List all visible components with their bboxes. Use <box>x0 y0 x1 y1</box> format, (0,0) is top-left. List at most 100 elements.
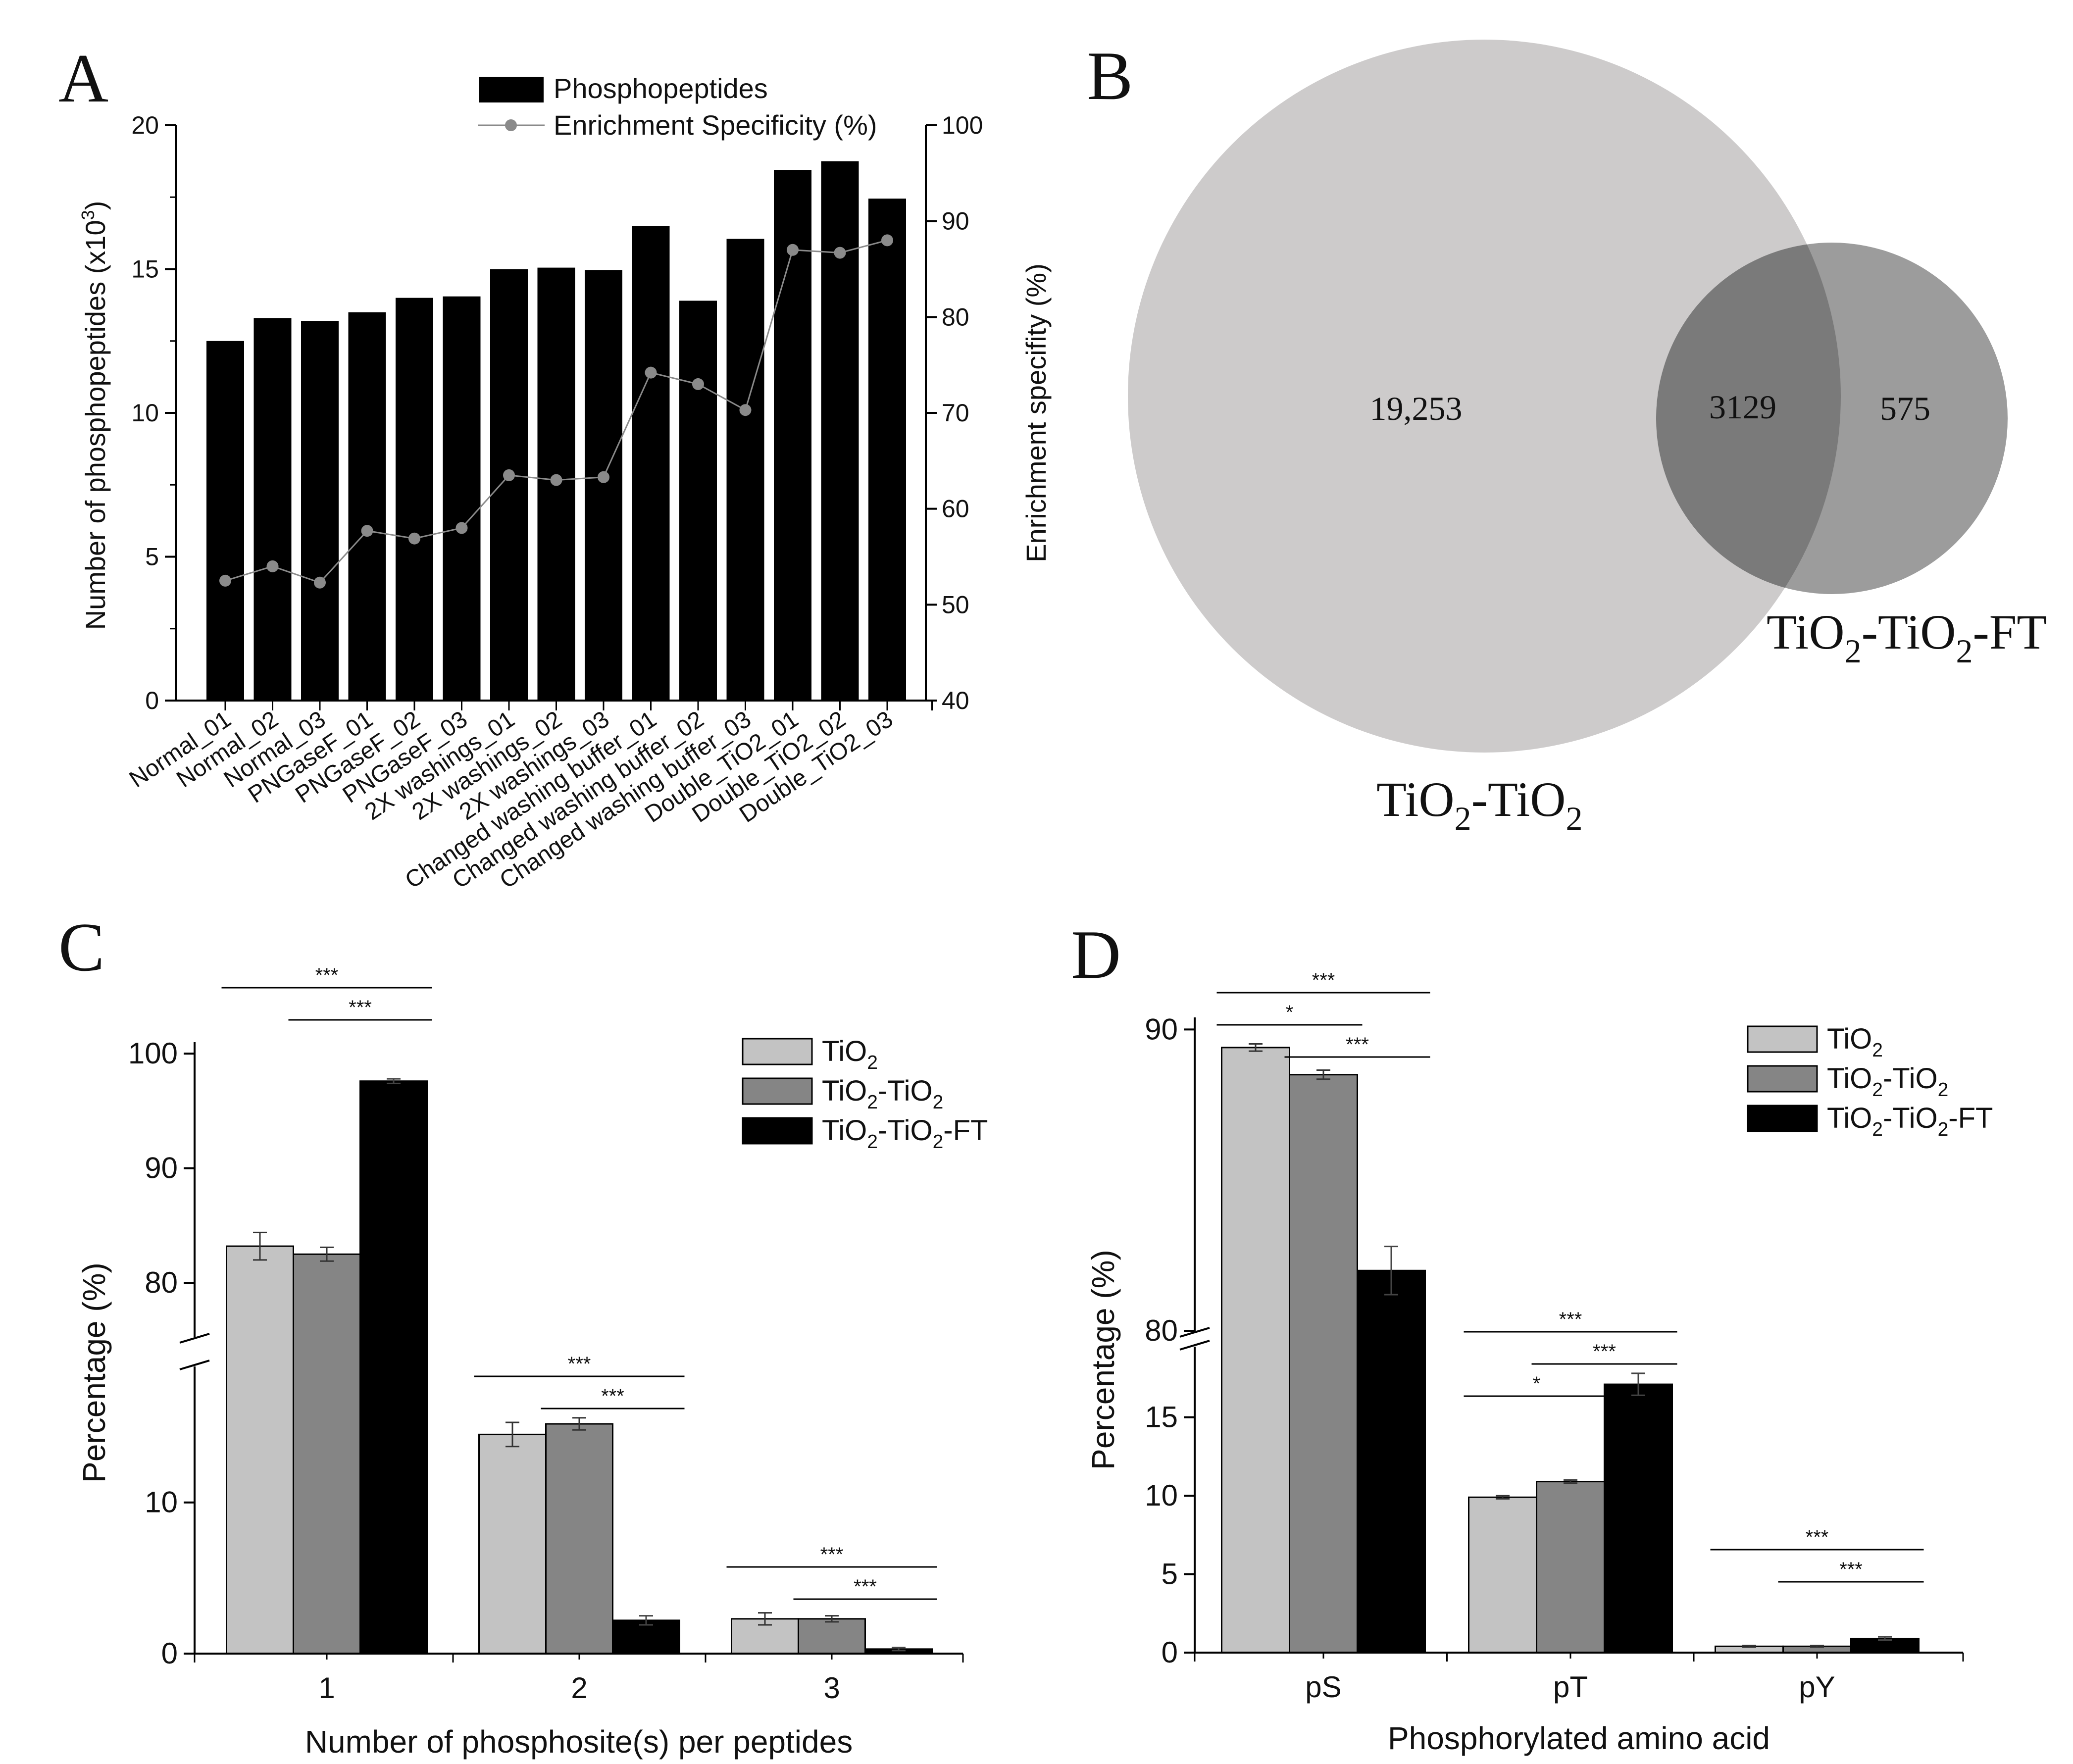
legend-swatch-phosphopeptides <box>479 77 544 102</box>
y-tick-label: 0 <box>1162 1636 1178 1669</box>
specificity-point <box>787 244 799 256</box>
legend-swatch <box>1747 1065 1818 1093</box>
venn-label-tio2-tio2-ft-part: -FT <box>1972 605 2047 659</box>
venn-count-overlap: 3129 <box>1709 388 1776 426</box>
legend-label: TiO2 <box>1827 1023 1883 1061</box>
venn-label-tio2-tio2: TiO2-TiO2 <box>1376 772 1582 837</box>
bar-c <box>226 1245 294 1655</box>
y-tick-label: 10 <box>131 399 159 427</box>
specificity-point <box>266 560 279 572</box>
venn-overlap-region <box>1656 243 1841 594</box>
y-tick-label: 90 <box>1145 1012 1178 1046</box>
legend-label-part: 2 <box>933 1092 944 1113</box>
significance-label: *** <box>1839 1559 1863 1580</box>
y-tick-label: 15 <box>1145 1401 1178 1434</box>
panel-letter-b: B <box>1087 38 1133 114</box>
y-tick-label: 10 <box>145 1486 178 1519</box>
legend-label: TiO2 <box>822 1035 878 1073</box>
y-tick-label: 5 <box>145 543 159 571</box>
specificity-point <box>361 525 373 537</box>
venn-count-only-ft: 575 <box>1880 390 1930 427</box>
y-tick-label: 100 <box>128 1037 178 1070</box>
venn-label-tio2-tio2-part: 2 <box>1566 800 1582 837</box>
venn-label-tio2-tio2-ft-part: -TiO <box>1862 605 1956 659</box>
legend-label-part: -TiO <box>878 1075 933 1107</box>
significance-label: *** <box>568 1353 591 1375</box>
legend-swatch <box>742 1077 813 1105</box>
y2-tick-label: 40 <box>942 687 969 714</box>
legend-label-phosphopeptides: Phosphopeptides <box>554 73 768 104</box>
phosphopeptide-bar <box>868 199 906 701</box>
y-tick-label: 80 <box>1145 1314 1178 1347</box>
specificity-point <box>692 378 704 390</box>
x-axis-label: Phosphorylated amino acid <box>1388 1720 1770 1756</box>
y2-tick-label: 100 <box>942 111 983 139</box>
x-tick-label: pT <box>1553 1670 1588 1704</box>
y-tick-label: 90 <box>145 1152 178 1185</box>
significance-label: *** <box>1806 1526 1829 1548</box>
significance-label: * <box>1286 1002 1294 1023</box>
phosphopeptide-bar <box>253 318 292 701</box>
significance-label: *** <box>820 1544 844 1565</box>
legend-label-part: 2 <box>1938 1079 1949 1101</box>
venn-label-tio2-tio2-part: TiO <box>1376 772 1455 827</box>
axis-break-mark <box>179 1333 210 1344</box>
legend-swatch <box>1747 1025 1818 1053</box>
significance-label: *** <box>1559 1309 1582 1330</box>
x-tick-label: 1 <box>318 1671 335 1705</box>
significance-label: *** <box>601 1385 624 1407</box>
phosphopeptide-bar <box>585 270 622 701</box>
legend-label-part: TiO <box>1827 1102 1872 1134</box>
specificity-point <box>550 474 562 486</box>
legend-label: TiO2-TiO2-FT <box>822 1114 988 1153</box>
phosphopeptide-bar <box>206 341 244 701</box>
legend-label-part: -FT <box>943 1114 988 1147</box>
phosphopeptide-bar <box>726 239 764 701</box>
phosphopeptide-bar <box>490 269 528 701</box>
y2-axis-label: Enrichment specifity (%) <box>1020 263 1052 562</box>
phosphopeptide-bar <box>821 161 859 701</box>
legend-marker-specificity <box>505 119 517 131</box>
specificity-point <box>645 366 657 379</box>
phosphopeptide-bar <box>774 170 811 701</box>
legend-label-part: TiO <box>822 1035 867 1067</box>
axis-break-mark <box>1179 1327 1210 1338</box>
panel-letter-d: D <box>1071 916 1121 993</box>
significance-label: *** <box>349 997 372 1018</box>
venn-label-tio2-tio2-ft-part: 2 <box>1956 632 1972 670</box>
legend-label-part: TiO <box>822 1114 867 1147</box>
phosphopeptide-bar <box>679 301 717 701</box>
legend-label: TiO2-TiO2-FT <box>1827 1102 1993 1140</box>
bar-c <box>478 1433 547 1655</box>
bar-c <box>359 1080 428 1655</box>
legend-label-part: -FT <box>1948 1102 1993 1134</box>
significance-label: *** <box>1312 969 1335 991</box>
phosphopeptide-bar <box>301 321 339 701</box>
significance-label: * <box>1533 1373 1541 1395</box>
specificity-point <box>314 576 326 589</box>
y2-tick-label: 90 <box>942 207 969 235</box>
legend-label: TiO2-TiO2 <box>1827 1062 1948 1101</box>
axis-break-mark <box>1179 1340 1210 1351</box>
legend-label-part: TiO <box>1827 1023 1872 1055</box>
legend-label-part: 2 <box>933 1131 944 1153</box>
phosphopeptide-bar <box>348 312 386 701</box>
panel-a-chart: 05101520405060708090100Normal_01Normal_0… <box>78 73 1052 894</box>
y-axis-label-tail: ) <box>80 201 111 210</box>
legend-swatch <box>1747 1105 1818 1132</box>
legend-label-part: 2 <box>1872 1040 1883 1061</box>
bar-d <box>1468 1496 1537 1654</box>
panel-letter-c: C <box>58 909 104 986</box>
significance-label: *** <box>1346 1034 1369 1056</box>
legend-label-part: -TiO <box>878 1114 933 1147</box>
axis-break-mark <box>179 1360 210 1370</box>
venn-label-tio2-tio2-ft: TiO2-TiO2-FT <box>1767 605 2047 670</box>
bar-c <box>545 1423 613 1655</box>
legend-label-part: 2 <box>867 1052 878 1073</box>
legend-swatch <box>742 1038 813 1065</box>
legend-label: TiO2-TiO2 <box>822 1075 943 1113</box>
bar-d <box>1536 1481 1605 1654</box>
legend-label-part: -TiO <box>1883 1102 1938 1134</box>
